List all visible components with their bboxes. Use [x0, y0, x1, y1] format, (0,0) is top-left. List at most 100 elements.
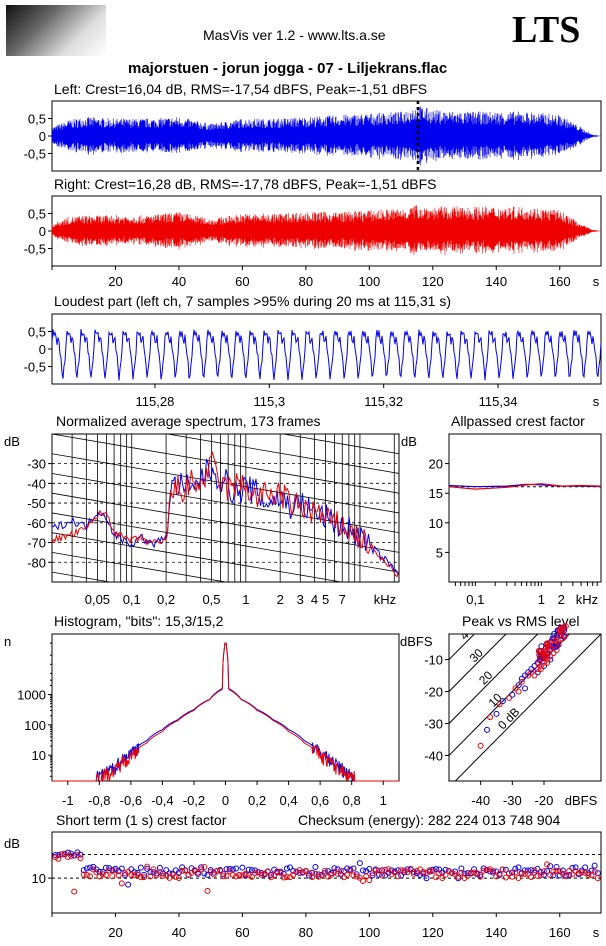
short-term-crest-left-point [521, 867, 528, 874]
short-term-crest-left-point [229, 866, 236, 873]
peak-vs-rms-right-point [534, 666, 541, 673]
short-term-crest-right-point [439, 875, 446, 882]
short-term-crest-right-point [337, 867, 344, 874]
short-term-crest-right-point [375, 867, 382, 874]
peak-vs-rms-diagonal-label: 40 [457, 623, 477, 643]
peak-vs-rms-ytick-label: -10 [424, 653, 443, 668]
waveform-left-signal [51, 106, 601, 166]
short-term-crest-right-point [252, 870, 259, 877]
short-term-crest-left-point [83, 865, 90, 872]
short-term-crest-right-point [455, 873, 462, 880]
avg-spectrum-xunit: kHz [374, 592, 396, 607]
short-term-crest-frame [51, 831, 602, 914]
avg-spectrum-diagonal [52, 453, 399, 514]
short-term-crest-xtick-label: 40 [172, 925, 186, 940]
peak-vs-rms-right-point [528, 669, 535, 676]
short-term-crest-right-point [194, 869, 201, 876]
short-term-crest-right-point [467, 869, 474, 876]
waveform-right-xtick-label: 20 [108, 274, 122, 289]
short-term-crest-right-point [258, 871, 265, 878]
avg-spectrum-diagonal [52, 434, 399, 494]
waveform-right-xtick-label: 140 [485, 274, 507, 289]
short-term-crest-right-point [233, 873, 240, 880]
peak-vs-rms-right-point [515, 688, 522, 695]
short-term-crest-right-point [185, 871, 192, 878]
avg-spectrum-diagonal [52, 631, 399, 690]
short-term-crest-right-point [220, 873, 227, 880]
allpassed-crest-ytick-label: 20 [429, 457, 443, 472]
short-term-crest-left-point [198, 864, 205, 871]
peak-vs-rms-right-point [561, 633, 568, 640]
short-term-crest-xtick-label: 60 [235, 925, 249, 940]
short-term-crest-right-point [102, 872, 109, 879]
short-term-crest-left-point [210, 869, 217, 876]
histogram-title: Histogram, "bits": 15,3/15,2 [54, 613, 224, 629]
short-term-crest-right-point [464, 872, 471, 879]
short-term-crest-right-point [505, 870, 512, 877]
allpassed-crest-right-line [448, 483, 602, 490]
short-term-crest-right-point [61, 850, 68, 857]
short-term-crest-right-point [382, 866, 389, 873]
peak-vs-rms-ytick-label: -20 [424, 685, 443, 700]
avg-spectrum-left-line [52, 458, 399, 575]
short-term-crest-right-point [264, 868, 271, 875]
waveform-right-ytick-label: 0 [39, 224, 46, 239]
short-term-crest-right-point [150, 866, 157, 873]
avg-spectrum-xtick-label: 3 [297, 592, 304, 607]
short-term-crest-right-point [179, 867, 186, 874]
avg-spectrum-xtick-label: 1 [242, 592, 249, 607]
app-title: MasVis ver 1.2 - www.lts.a.se [203, 27, 386, 43]
short-term-crest-right-point [156, 869, 163, 876]
avg-spectrum-diagonal [52, 552, 228, 582]
short-term-crest-right-point [248, 873, 255, 880]
waveform-right-title: Right: Crest=16,28 dB, RMS=-17,78 dBFS, … [54, 176, 437, 192]
loudest-part-ytick-label: 0,5 [28, 325, 46, 340]
short-term-crest-left-point [512, 865, 519, 872]
checksum-label: Checksum (energy): 282 224 013 748 904 [298, 812, 561, 828]
short-term-crest-right-point [315, 873, 322, 880]
short-term-crest-right-point [87, 873, 94, 880]
histogram-ylabel: n [4, 634, 12, 649]
peak-vs-rms-right-point [537, 654, 544, 661]
peak-vs-rms-right-point [541, 654, 548, 661]
short-term-crest-right-point [118, 880, 125, 887]
short-term-crest-left-point [556, 872, 563, 879]
short-term-crest-right-point [214, 867, 221, 874]
allpassed-crest-ytick-label: 5 [436, 545, 443, 560]
short-term-crest-right-point [521, 870, 528, 877]
loudest-part-xtick-label: 115,34 [479, 394, 518, 409]
peak-vs-rms-left-point [493, 710, 500, 717]
short-term-crest-left-point [156, 864, 163, 871]
short-term-crest-left-point [315, 871, 322, 878]
spectrum-ylabel: dB [4, 434, 20, 449]
short-term-crest-right-point [458, 869, 465, 876]
peak-vs-rms-left-point [551, 631, 558, 638]
short-term-crest-right-point [420, 869, 427, 876]
histogram-xtick-label: -0,8 [88, 793, 110, 808]
short-term-crest-left-point [287, 864, 294, 871]
avg-spectrum-frame [51, 433, 400, 583]
short-term-crest-right-point [147, 873, 154, 880]
loudest-part-xtick-label: 115,32 [364, 394, 403, 409]
short-term-crest-right-point [528, 873, 535, 880]
histogram-xtick-label: 0,4 [280, 793, 298, 808]
histogram-frame [51, 633, 400, 782]
short-term-crest-right-point [175, 875, 182, 882]
short-term-crest-right-point [109, 873, 116, 880]
short-term-title: Short term (1 s) crest factor [56, 812, 227, 828]
avg-spectrum-ytick-label: -60 [27, 516, 46, 531]
short-term-crest-left-point [531, 869, 538, 876]
short-term-crest-left-point [267, 871, 274, 878]
avg-spectrum-diagonal [52, 612, 399, 671]
short-term-crest-right-point [350, 872, 357, 879]
short-term-crest-left-point [109, 867, 116, 874]
peak-vs-rms-right-point [547, 653, 554, 660]
short-term-crest-right-point [58, 851, 65, 858]
peak-vs-rms-right-point [477, 742, 484, 749]
histogram-xtick-label: -1 [62, 793, 74, 808]
allpassed-crest-frame [448, 433, 602, 583]
peak-vs-rms-right-point [518, 678, 525, 685]
short-term-crest-left-point [525, 867, 532, 874]
waveform-left-ytick-label: 0 [39, 129, 46, 144]
